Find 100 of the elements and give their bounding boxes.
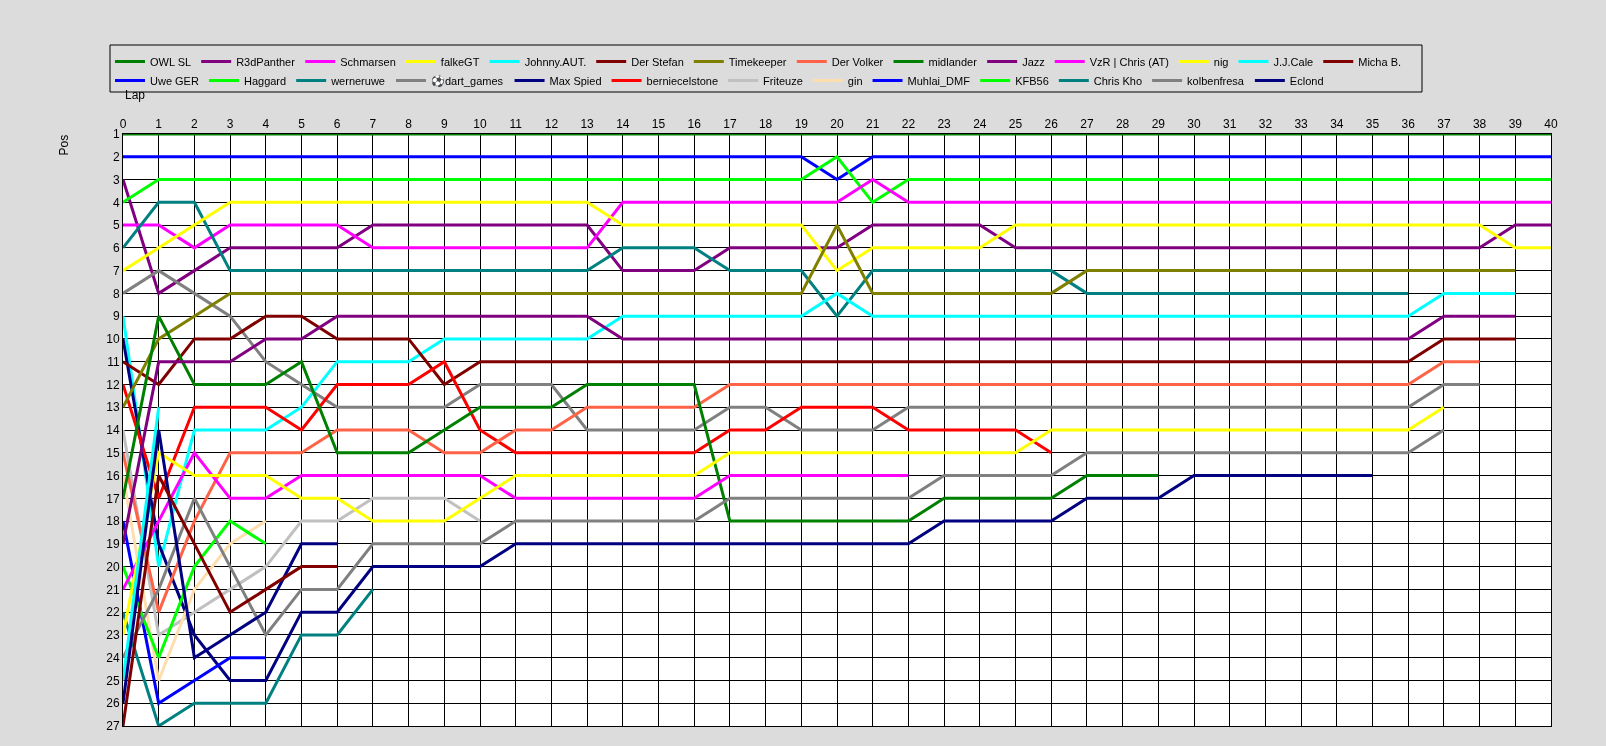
y-tick-label: 17 — [106, 491, 120, 506]
y-tick-label: 12 — [106, 377, 120, 392]
legend-label: Micha B. — [1358, 55, 1402, 68]
legend-label: falkeGT — [440, 55, 480, 68]
x-tick-label: 33 — [1294, 117, 1309, 132]
y-tick-label: 1 — [112, 127, 120, 142]
legend-label: kolbenfresa — [1187, 74, 1245, 87]
x-tick-label: 21 — [866, 117, 880, 132]
legend-label: Der Stefan — [631, 55, 684, 68]
x-tick-label: 22 — [901, 117, 916, 132]
y-tick-label: 10 — [106, 332, 120, 347]
x-tick-label: 36 — [1401, 117, 1416, 132]
legend-label: OWL SL — [150, 55, 192, 68]
y-tick-label: 7 — [112, 263, 120, 278]
x-tick-label: 4 — [262, 117, 270, 132]
legend-label: midlander — [928, 55, 978, 68]
x-tick-label: 23 — [937, 117, 952, 132]
legend-label: Eclond — [1289, 74, 1324, 87]
line-series — [123, 474, 339, 726]
y-tick-label: 26 — [106, 696, 120, 711]
y-tick-label: 2 — [112, 149, 120, 164]
legend-label: Muhlai_DMF — [907, 74, 971, 87]
legend-label: Schmarsen — [340, 55, 396, 68]
x-axis-title: Lap — [125, 88, 146, 102]
line-series — [123, 314, 1160, 523]
x-tick-label: 8 — [405, 117, 413, 132]
line-series — [123, 269, 1482, 432]
x-tick-label: 31 — [1223, 117, 1237, 132]
x-tick-label: 39 — [1508, 117, 1523, 132]
x-tick-label: 0 — [119, 117, 127, 132]
line-series — [123, 360, 1053, 500]
y-tick-label: 14 — [106, 423, 120, 438]
x-tick-label: 15 — [651, 117, 666, 132]
x-tick-label: 9 — [440, 117, 448, 132]
x-tick-label: 17 — [723, 117, 737, 132]
x-tick-label: 35 — [1365, 117, 1380, 132]
line-series — [123, 405, 1446, 637]
y-tick-label: 9 — [112, 309, 120, 324]
y-tick-label: 22 — [106, 605, 120, 620]
y-tick-label: 25 — [106, 673, 120, 688]
x-tick-label: 13 — [580, 117, 595, 132]
y-tick-label: 19 — [106, 537, 120, 552]
x-tick-label: 38 — [1472, 117, 1487, 132]
x-tick-label: 14 — [616, 117, 630, 132]
line-series — [123, 178, 1551, 295]
x-tick-label: 27 — [1080, 117, 1094, 132]
x-tick-label: 10 — [473, 117, 487, 132]
legend-label: KFB56 — [1015, 74, 1049, 87]
legend-label: berniecelstone — [646, 74, 719, 87]
line-series — [123, 428, 1446, 660]
legend-label: Friteuze — [763, 74, 803, 87]
x-tick-label: 30 — [1187, 117, 1201, 132]
line-series — [123, 178, 1551, 250]
legend-label: Timekeeper — [728, 55, 787, 68]
legend-label: werneruwe — [330, 74, 385, 87]
legend-label: Johnny.AUT. — [524, 55, 587, 68]
legend-label: J.J.Cale — [1273, 55, 1314, 68]
legend-label: nig — [1213, 55, 1229, 68]
y-tick-label: 3 — [112, 172, 120, 187]
y-tick-label: 16 — [106, 468, 120, 483]
legend-label: Haggard — [243, 74, 287, 87]
x-tick-label: 25 — [1008, 117, 1023, 132]
legend-label: gin — [847, 74, 863, 87]
line-series — [123, 451, 910, 591]
y-tick-label: 27 — [106, 719, 120, 734]
x-tick-label: 32 — [1258, 117, 1273, 132]
legend-label: Chris Kho — [1093, 74, 1143, 87]
x-tick-label: 40 — [1544, 117, 1558, 132]
x-tick-label: 1 — [155, 117, 163, 132]
y-tick-label: 20 — [106, 559, 120, 574]
y-tick-label: 11 — [107, 354, 120, 369]
x-tick-label: 19 — [794, 117, 809, 132]
y-axis-title: Pos — [56, 134, 71, 156]
y-tick-label: 18 — [106, 514, 120, 529]
legend-label: Der Volker — [831, 55, 884, 68]
legend-label: Jazz — [1022, 55, 1045, 68]
y-tick-label: 8 — [112, 286, 120, 301]
legend-label: Uwe GER — [150, 74, 199, 87]
x-tick-label: 18 — [758, 117, 773, 132]
x-tick-label: 26 — [1044, 117, 1059, 132]
line-series — [123, 314, 1517, 386]
y-tick-label: 21 — [106, 582, 120, 597]
line-series — [123, 587, 375, 726]
x-tick-label: 2 — [191, 117, 199, 132]
line-series — [123, 360, 1482, 614]
line-series — [123, 200, 1551, 273]
line-series — [123, 200, 1410, 318]
x-tick-label: 11 — [509, 117, 523, 132]
x-tick-label: 29 — [1151, 117, 1166, 132]
y-tick-label: 15 — [106, 445, 120, 460]
legend-label: Max Spied — [549, 74, 602, 87]
x-tick-label: 24 — [973, 117, 987, 132]
y-tick-label: 6 — [112, 241, 120, 256]
y-tick-label: 4 — [112, 195, 120, 210]
x-tick-label: 5 — [298, 117, 306, 132]
x-tick-label: 37 — [1437, 117, 1451, 132]
legend-label: R3dPanther — [236, 55, 296, 68]
y-tick-label: 23 — [106, 628, 120, 643]
x-tick-label: 7 — [369, 117, 377, 132]
x-tick-label: 28 — [1115, 117, 1130, 132]
